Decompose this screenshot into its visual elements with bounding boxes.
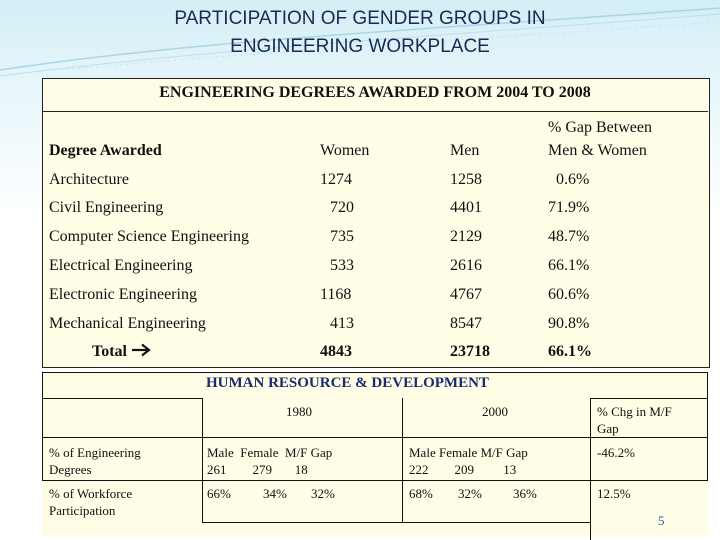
row-men: 2616	[450, 257, 482, 274]
row-degree: Electronic Engineering	[49, 286, 197, 303]
row2-label-line1: % of Workforce	[49, 486, 133, 501]
divider	[202, 398, 203, 522]
divider	[42, 398, 202, 399]
divider	[42, 372, 43, 480]
row-gap: 90.8%	[548, 315, 590, 332]
row2-2000-female: 32%	[458, 486, 482, 501]
total-men: 23718	[450, 343, 490, 360]
row1-label-line2: Degrees	[49, 462, 92, 477]
col-2000: 2000	[482, 404, 508, 419]
row2-label-line2: Participation	[49, 503, 116, 518]
hr-table-heading: HUMAN RESOURCE & DEVELOPMENT	[206, 375, 489, 391]
row1-label-line1: % of Engineering	[49, 445, 141, 460]
row1-1980-header: Male Female M/F Gap	[207, 445, 333, 460]
page-title-line1: PARTICIPATION OF GENDER GROUPS IN	[174, 8, 546, 29]
page-title-line2: ENGINEERING WORKPLACE	[230, 36, 490, 57]
page-number: 5	[658, 513, 665, 528]
header-men: Men	[450, 142, 480, 159]
row-men: 4767	[450, 286, 482, 303]
divider	[202, 522, 590, 523]
degrees-table	[42, 78, 710, 368]
row-degree: Mechanical Engineering	[49, 315, 206, 332]
row-women: 413	[330, 315, 354, 332]
hr-table	[42, 372, 708, 536]
row-men: 1258	[450, 171, 482, 188]
row2-2000-gap: 36%	[513, 486, 537, 501]
row-degree: Computer Science Engineering	[49, 228, 249, 245]
row2-1980-gap: 32%	[311, 486, 335, 501]
row1-chg: -46.2%	[597, 445, 635, 460]
degrees-table-heading: ENGINEERING DEGREES AWARDED FROM 2004 TO…	[159, 84, 591, 101]
total-row: Total	[92, 343, 153, 361]
col-1980: 1980	[286, 404, 312, 419]
row1-1980-values: 261 279 18	[207, 462, 308, 477]
divider	[42, 111, 708, 112]
row-men: 4401	[450, 199, 482, 216]
row-gap: 60.6%	[548, 286, 590, 303]
row-degree: Civil Engineering	[49, 199, 164, 216]
row-gap: 48.7%	[548, 228, 590, 245]
row1-2000-values: 222 209 13	[409, 462, 517, 477]
row2-chg: 12.5%	[597, 486, 631, 501]
row1-2000-header: Male Female M/F Gap	[409, 445, 528, 460]
divider	[42, 372, 708, 373]
row-men: 8547	[450, 315, 482, 332]
arrow-right-icon	[131, 343, 151, 357]
row-degree: Architecture	[49, 171, 129, 188]
divider	[42, 437, 708, 438]
total-label: Total	[92, 343, 127, 360]
header-gap-line2: Men & Women	[548, 142, 647, 159]
col-chg-line1: % Chg in M/F	[597, 404, 672, 419]
row-women: 533	[330, 257, 354, 274]
divider	[42, 480, 708, 481]
row-gap: 66.1%	[548, 257, 590, 274]
header-women: Women	[320, 142, 370, 159]
row-women: 720	[330, 199, 354, 216]
row2-1980-male: 66%	[207, 486, 231, 501]
row-gap: 71.9%	[548, 199, 590, 216]
header-swoosh	[0, 7, 720, 77]
row-degree: Electrical Engineering	[49, 257, 193, 274]
divider	[590, 398, 708, 399]
row-women: 735	[330, 228, 354, 245]
total-gap: 66.1%	[548, 343, 592, 360]
divider	[590, 398, 591, 540]
row2-2000-male: 68%	[409, 486, 433, 501]
row-men: 2129	[450, 228, 482, 245]
row-gap: 0.6%	[556, 171, 590, 188]
divider	[707, 372, 708, 480]
col-chg-line2: Gap	[597, 421, 619, 436]
total-women: 4843	[320, 343, 352, 360]
row2-1980-female: 34%	[263, 486, 287, 501]
header-degree: Degree Awarded	[49, 142, 162, 159]
row-women: 1168	[320, 286, 352, 303]
header-gap-line1: % Gap Between	[548, 119, 652, 136]
row-women: 1274	[320, 171, 352, 188]
divider	[402, 398, 403, 522]
